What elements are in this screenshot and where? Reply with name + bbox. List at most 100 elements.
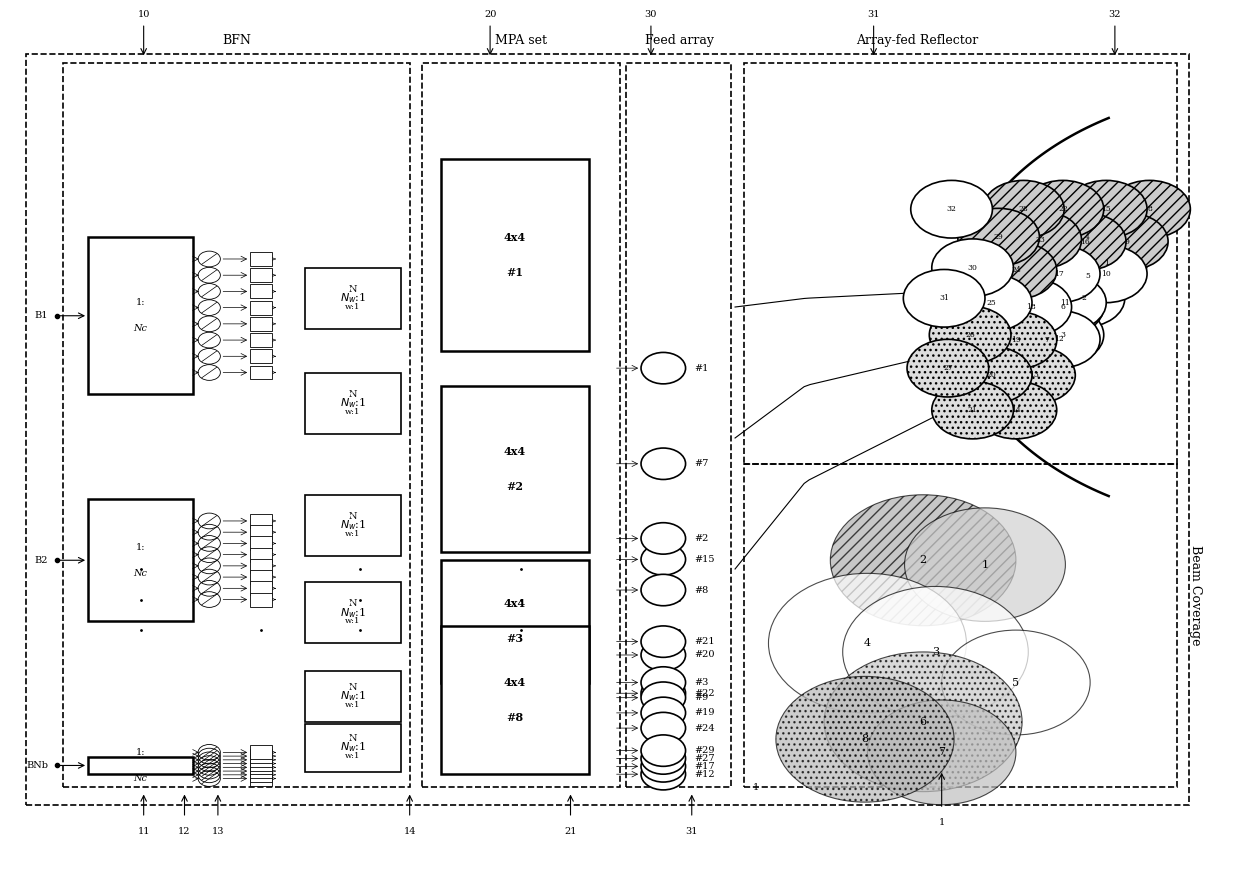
Text: 2: 2 [1081,294,1086,302]
Text: BNb: BNb [26,761,48,770]
Bar [305,582,401,643]
Circle shape [641,352,686,384]
Bar [250,745,273,759]
Text: $N_w$:1: $N_w$:1 [340,740,366,754]
Text: #21: #21 [694,637,714,646]
Text: N: N [348,599,357,609]
Text: 32: 32 [1109,10,1121,19]
Bar [250,570,273,584]
Circle shape [1018,245,1100,302]
Bar [250,760,273,774]
Text: 1:: 1: [136,542,145,552]
Text: 4x4: 4x4 [503,677,526,688]
Text: 21: 21 [967,406,977,414]
Text: 20: 20 [484,10,496,19]
Text: w:1: w:1 [345,618,361,625]
Bar [250,536,273,550]
Text: 4x4: 4x4 [503,231,526,243]
Bar [250,559,273,573]
Text: N: N [346,390,355,399]
Text: N: N [346,599,355,609]
Bar [440,625,589,774]
Circle shape [776,676,954,802]
Circle shape [641,751,686,782]
Text: 3: 3 [1060,331,1065,339]
Text: 15: 15 [1101,205,1111,213]
Text: 18: 18 [1025,303,1035,311]
Text: N: N [346,734,355,744]
Circle shape [941,630,1090,735]
Circle shape [641,735,686,766]
Text: N: N [346,512,355,521]
Circle shape [1024,274,1106,331]
Circle shape [950,274,1032,331]
Text: 8: 8 [862,734,868,745]
Text: 30: 30 [645,10,657,19]
Circle shape [931,239,1013,297]
Text: 10: 10 [138,10,150,19]
Bar [250,582,273,596]
Text: $N_w$:1: $N_w$:1 [340,396,366,410]
Text: #1: #1 [694,364,708,372]
Text: #15: #15 [694,555,714,564]
Text: 1:: 1: [136,298,145,307]
Text: 1: 1 [753,783,759,792]
Text: B2: B2 [35,555,48,565]
Text: #20: #20 [694,651,714,660]
Bar [305,268,401,328]
Text: 11: 11 [1060,299,1070,307]
Text: 17: 17 [1054,270,1064,278]
Text: 31: 31 [868,10,880,19]
Text: #12: #12 [694,770,714,779]
Text: Nc: Nc [134,324,148,334]
Circle shape [641,575,686,605]
Text: 4: 4 [1085,233,1090,241]
Text: #3: #3 [506,633,523,645]
Text: 32: 32 [946,205,956,213]
Text: 11: 11 [138,827,150,836]
Circle shape [1109,180,1190,238]
Circle shape [1018,310,1100,368]
Text: 28: 28 [1018,205,1028,213]
Text: N: N [346,285,355,294]
Text: 25: 25 [986,299,996,307]
Circle shape [641,759,686,790]
Circle shape [910,180,992,238]
Text: 1: 1 [1104,259,1109,267]
Circle shape [641,682,686,713]
Bar [250,749,273,763]
Text: 14: 14 [403,827,415,836]
Circle shape [1022,279,1104,336]
Text: MPA set: MPA set [495,34,547,47]
Text: 2: 2 [920,555,926,565]
Bar [440,561,589,682]
Text: 9: 9 [1125,237,1130,245]
Text: 12: 12 [179,827,191,836]
Circle shape [641,448,686,479]
Text: 7: 7 [939,747,945,758]
Bar [250,764,273,778]
Bar [250,333,273,347]
Text: #29: #29 [694,746,714,755]
Text: 5: 5 [1085,272,1090,280]
Text: w:1: w:1 [345,408,361,416]
Text: #19: #19 [694,709,714,717]
Text: N: N [348,512,357,521]
Circle shape [1006,311,1087,369]
Text: 1: 1 [939,818,945,827]
Circle shape [903,270,985,327]
Text: #24: #24 [694,724,714,732]
Bar [250,317,273,331]
Circle shape [1047,248,1128,305]
Text: N: N [348,683,357,692]
Text: #8: #8 [694,585,708,595]
Bar [26,53,1189,805]
Bar [250,768,273,781]
Circle shape [641,712,686,744]
Text: 30: 30 [967,264,977,272]
Text: #8: #8 [506,712,523,723]
Text: 12: 12 [1054,336,1064,343]
Bar [250,268,273,282]
Bar [305,671,401,722]
Text: Nc: Nc [134,569,148,578]
